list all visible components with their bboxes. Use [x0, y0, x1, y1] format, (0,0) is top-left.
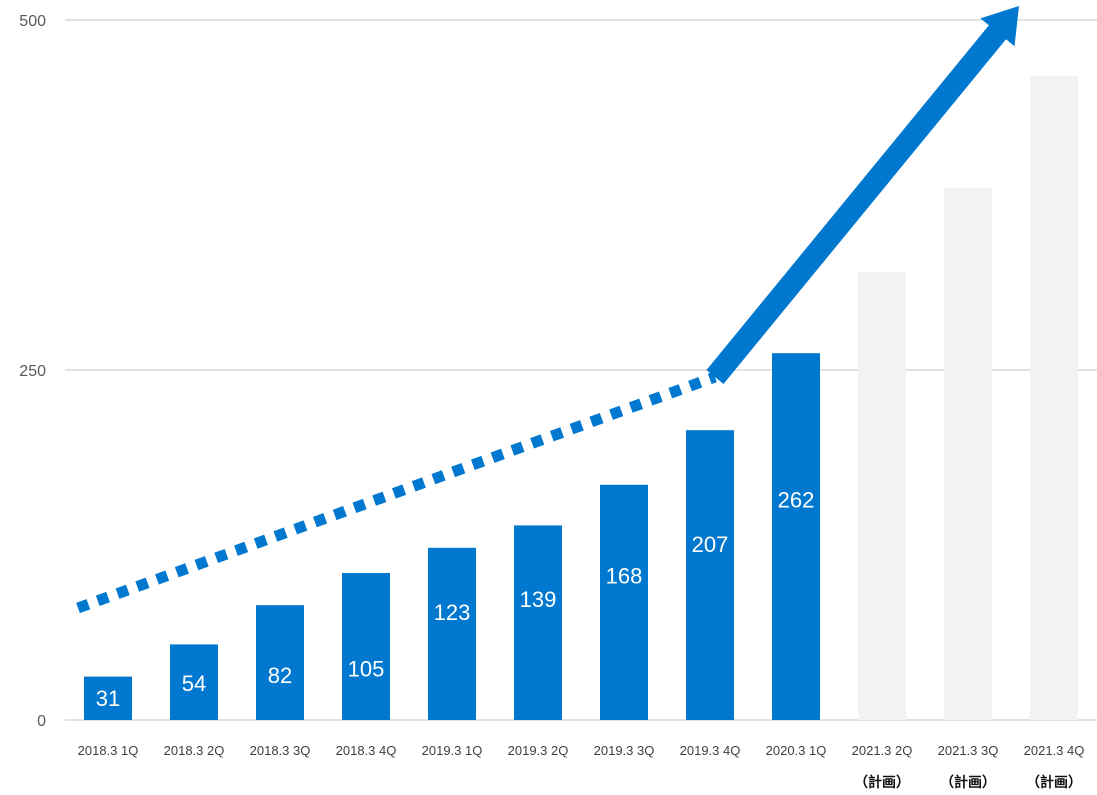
x-category-label: 2018.3 2Q	[164, 743, 225, 758]
x-category-label: 2021.3 4Q	[1024, 743, 1085, 758]
data-labels: 31 54 82 105 123 139 168 207 262	[96, 487, 815, 711]
x-category-label: 2019.3 1Q	[422, 743, 483, 758]
x-category-label: 2020.3 1Q	[766, 743, 827, 758]
bar-1	[170, 644, 218, 720]
data-label: 207	[692, 532, 729, 557]
bar-0	[84, 676, 132, 720]
y-tick-label: 250	[19, 363, 46, 380]
x-category-label: 2021.3 3Q	[938, 743, 999, 758]
x-plan-sublabel: （計画）	[854, 774, 910, 791]
data-label: 82	[268, 663, 292, 688]
bar-3	[342, 573, 390, 720]
x-category-label: 2019.3 4Q	[680, 743, 741, 758]
x-category-label: 2021.3 2Q	[852, 743, 913, 758]
planned-bar-11	[1030, 76, 1078, 720]
x-plan-sublabel: （計画）	[1026, 774, 1082, 791]
gridlines	[65, 19, 1097, 721]
y-tick-label: 500	[19, 13, 46, 30]
x-axis-labels: 2018.3 1Q 2018.3 2Q 2018.3 3Q 2018.3 4Q 2019…	[78, 743, 1085, 791]
data-label: 123	[434, 600, 471, 625]
planned-bar-9	[858, 272, 906, 720]
data-label: 262	[778, 487, 815, 512]
x-plan-sublabel: （計画）	[940, 774, 996, 791]
dotted-trend-line	[76, 371, 717, 614]
data-label: 168	[606, 564, 643, 589]
data-label: 105	[348, 657, 385, 682]
x-category-label: 2018.3 4Q	[336, 743, 397, 758]
bar-4	[428, 547, 476, 720]
growth-arrow	[706, 6, 1019, 384]
x-category-label: 2018.3 3Q	[250, 743, 311, 758]
bar-5	[514, 525, 562, 720]
x-category-label: 2019.3 2Q	[508, 743, 569, 758]
trend-overlay	[76, 6, 1019, 614]
y-axis-ticks: 0 250 500	[19, 13, 46, 730]
planned-bar-10	[944, 188, 992, 720]
y-tick-label: 0	[37, 713, 46, 730]
data-label: 54	[182, 671, 206, 696]
bars	[84, 76, 1078, 720]
bar-6	[600, 484, 648, 720]
bar-2	[256, 605, 304, 720]
bar-8	[772, 353, 820, 720]
bar-7	[686, 430, 734, 720]
data-label: 139	[520, 587, 557, 612]
x-category-label: 2018.3 1Q	[78, 743, 139, 758]
x-category-label: 2019.3 3Q	[594, 743, 655, 758]
data-label: 31	[96, 686, 120, 711]
